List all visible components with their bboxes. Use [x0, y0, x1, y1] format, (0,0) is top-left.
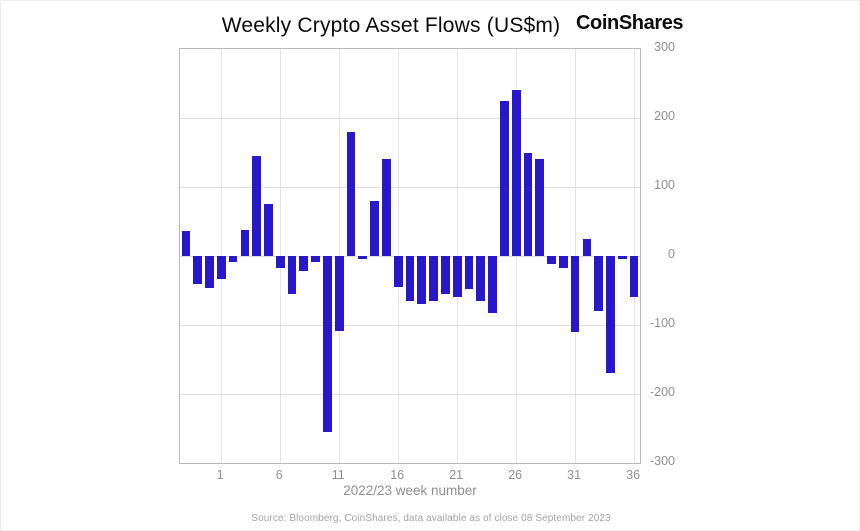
x-tick-label-36: 36 [626, 468, 641, 482]
bar-week-31 [570, 256, 580, 332]
x-axis-title: 2022/23 week number [343, 483, 477, 498]
bar-week-25 [499, 100, 509, 256]
gridline-horizontal-100 [180, 186, 640, 188]
x-tick-label-16: 16 [390, 468, 405, 482]
bar-week-10 [323, 256, 332, 432]
bar-week-16 [393, 256, 403, 288]
y-axis-labels: 300 200 100 0 -100 -200 -300 [647, 40, 675, 468]
bar-week-23 [476, 256, 486, 301]
y-tick-label--300: -300 [649, 454, 675, 468]
bar-week-13 [358, 256, 368, 260]
bar-week-21 [452, 256, 462, 298]
bar-week-5 [264, 204, 273, 256]
bar-week-32 [582, 238, 592, 256]
bar-week-20 [441, 256, 450, 294]
bar-week-4 [252, 155, 262, 256]
bar-week-9 [311, 256, 320, 262]
bar-week-1 [216, 256, 226, 279]
gridline-horizontal-200 [180, 117, 640, 119]
gridline-vertical-week-26 [515, 49, 517, 463]
bar-week-26 [511, 90, 521, 256]
y-tick-label--100: -100 [649, 316, 675, 330]
plot-area [179, 48, 641, 464]
y-tick-label-100: 100 [654, 178, 675, 192]
bar-week-11 [334, 256, 344, 331]
bar-week-24 [488, 256, 497, 313]
bar-week-12 [346, 131, 356, 256]
bar-week-51 [193, 256, 203, 284]
x-tick-label-21: 21 [449, 468, 464, 482]
bar-week-34 [606, 256, 615, 374]
bar-week-14 [370, 200, 379, 256]
bar-week-7 [287, 256, 297, 294]
bar-week-6 [275, 256, 285, 269]
y-tick-label--200: -200 [649, 385, 675, 399]
x-tick-label-11: 11 [331, 468, 345, 482]
x-tick-label-1: 1 [216, 468, 224, 482]
bar-week-15 [382, 159, 391, 256]
x-tick-label-6: 6 [275, 468, 283, 482]
bar-week-30 [558, 256, 568, 269]
gridline-horizontal--100 [180, 324, 640, 326]
bar-week-3 [240, 229, 250, 256]
bar-week-27 [523, 152, 533, 256]
bar-week-2 [228, 256, 238, 262]
bar-week-52 [205, 256, 214, 288]
bar-week-17 [405, 256, 415, 301]
x-tick-label-26: 26 [508, 468, 523, 482]
bar-week-29 [547, 256, 556, 265]
x-axis-tick-labels: 1 6 11 16 21 26 31 36 [179, 468, 641, 483]
source-note: Source: Bloomberg, CoinShares, data avai… [251, 513, 611, 524]
coinshares-logo: CoinShares [576, 12, 684, 34]
bar-week-33 [594, 256, 604, 312]
y-tick-label-300: 300 [654, 40, 675, 54]
bar-week-18 [417, 256, 427, 305]
bar-week-8 [299, 256, 309, 272]
x-tick-label-31: 31 [567, 468, 582, 482]
bar-week-35 [617, 256, 627, 260]
y-tick-label-0: 0 [668, 247, 675, 261]
bar-week-36 [629, 256, 639, 298]
y-tick-label-200: 200 [654, 109, 675, 123]
bar-week-22 [464, 256, 474, 290]
chart-title: Weekly Crypto Asset Flows (US$m) [221, 14, 561, 37]
bar-week-28 [535, 159, 545, 256]
bar-week-50 [181, 231, 191, 256]
gridline-horizontal--200 [180, 393, 640, 395]
bar-week-19 [429, 256, 438, 301]
